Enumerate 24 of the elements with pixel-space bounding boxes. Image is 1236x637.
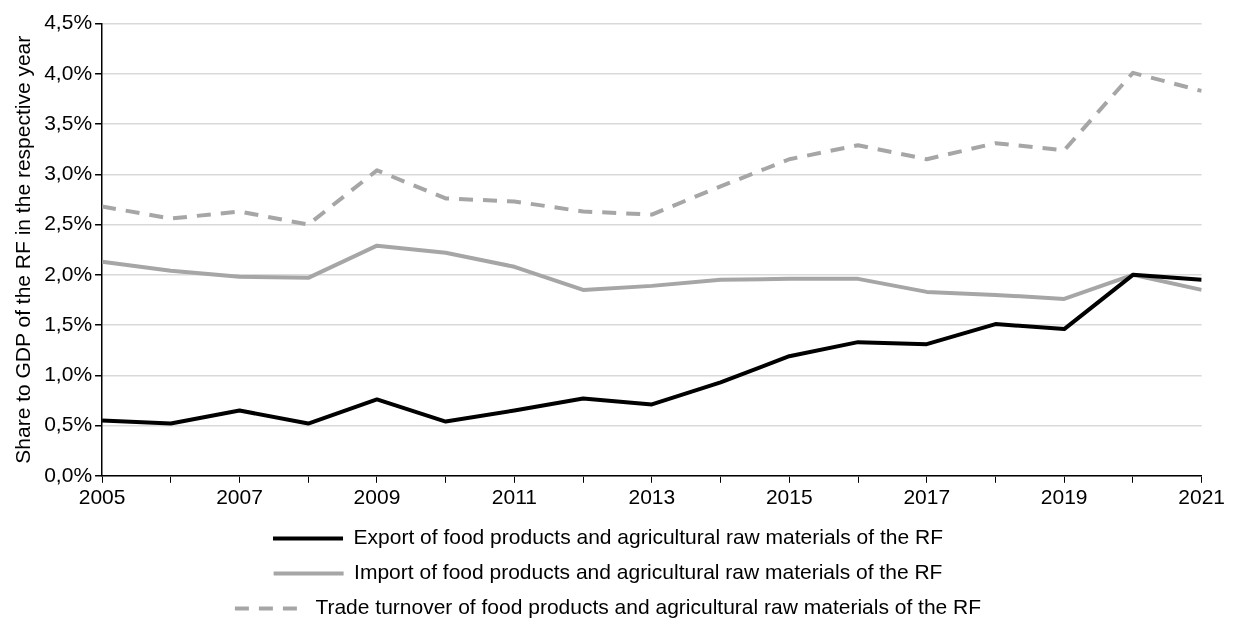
- x-tick-label: 2015: [765, 485, 813, 509]
- x-tick-label: 2009: [353, 485, 401, 509]
- x-tick-label: 2011: [491, 485, 537, 509]
- y-tick-label: 0,5%: [44, 412, 93, 436]
- legend-label: Import of food products and agricultural raw materials of the RF: [354, 560, 943, 584]
- x-tick-label: 2013: [628, 485, 676, 509]
- y-tick-label: 0,0%: [44, 462, 93, 486]
- legend-label: Export of food products and agricultural raw materials of the RF: [353, 525, 943, 549]
- y-tick-label: 4,0%: [44, 60, 93, 84]
- y-tick-label: 3,0%: [44, 161, 93, 185]
- y-tick-label: 4,5%: [44, 10, 93, 34]
- y-tick-label: 1,0%: [44, 362, 93, 386]
- x-tick-label: 2021: [1178, 485, 1225, 509]
- x-tick-label: 2017: [903, 485, 951, 509]
- y-tick-label: 2,0%: [44, 261, 93, 285]
- x-tick-label: 2005: [78, 485, 126, 509]
- line-series: [102, 70, 1202, 227]
- legend-label: Trade turnover of food products and agricultural raw materials of the RF: [315, 595, 982, 619]
- y-tick-label: 2,5%: [44, 211, 93, 235]
- y-tick-label: 1,5%: [44, 311, 93, 335]
- y-tick-label: 3,5%: [44, 110, 93, 134]
- x-tick-label: 2019: [1040, 485, 1088, 509]
- x-tick-label: 2007: [216, 485, 263, 509]
- y-axis-title: Share to GDP of the RF in the respective year: [11, 35, 35, 464]
